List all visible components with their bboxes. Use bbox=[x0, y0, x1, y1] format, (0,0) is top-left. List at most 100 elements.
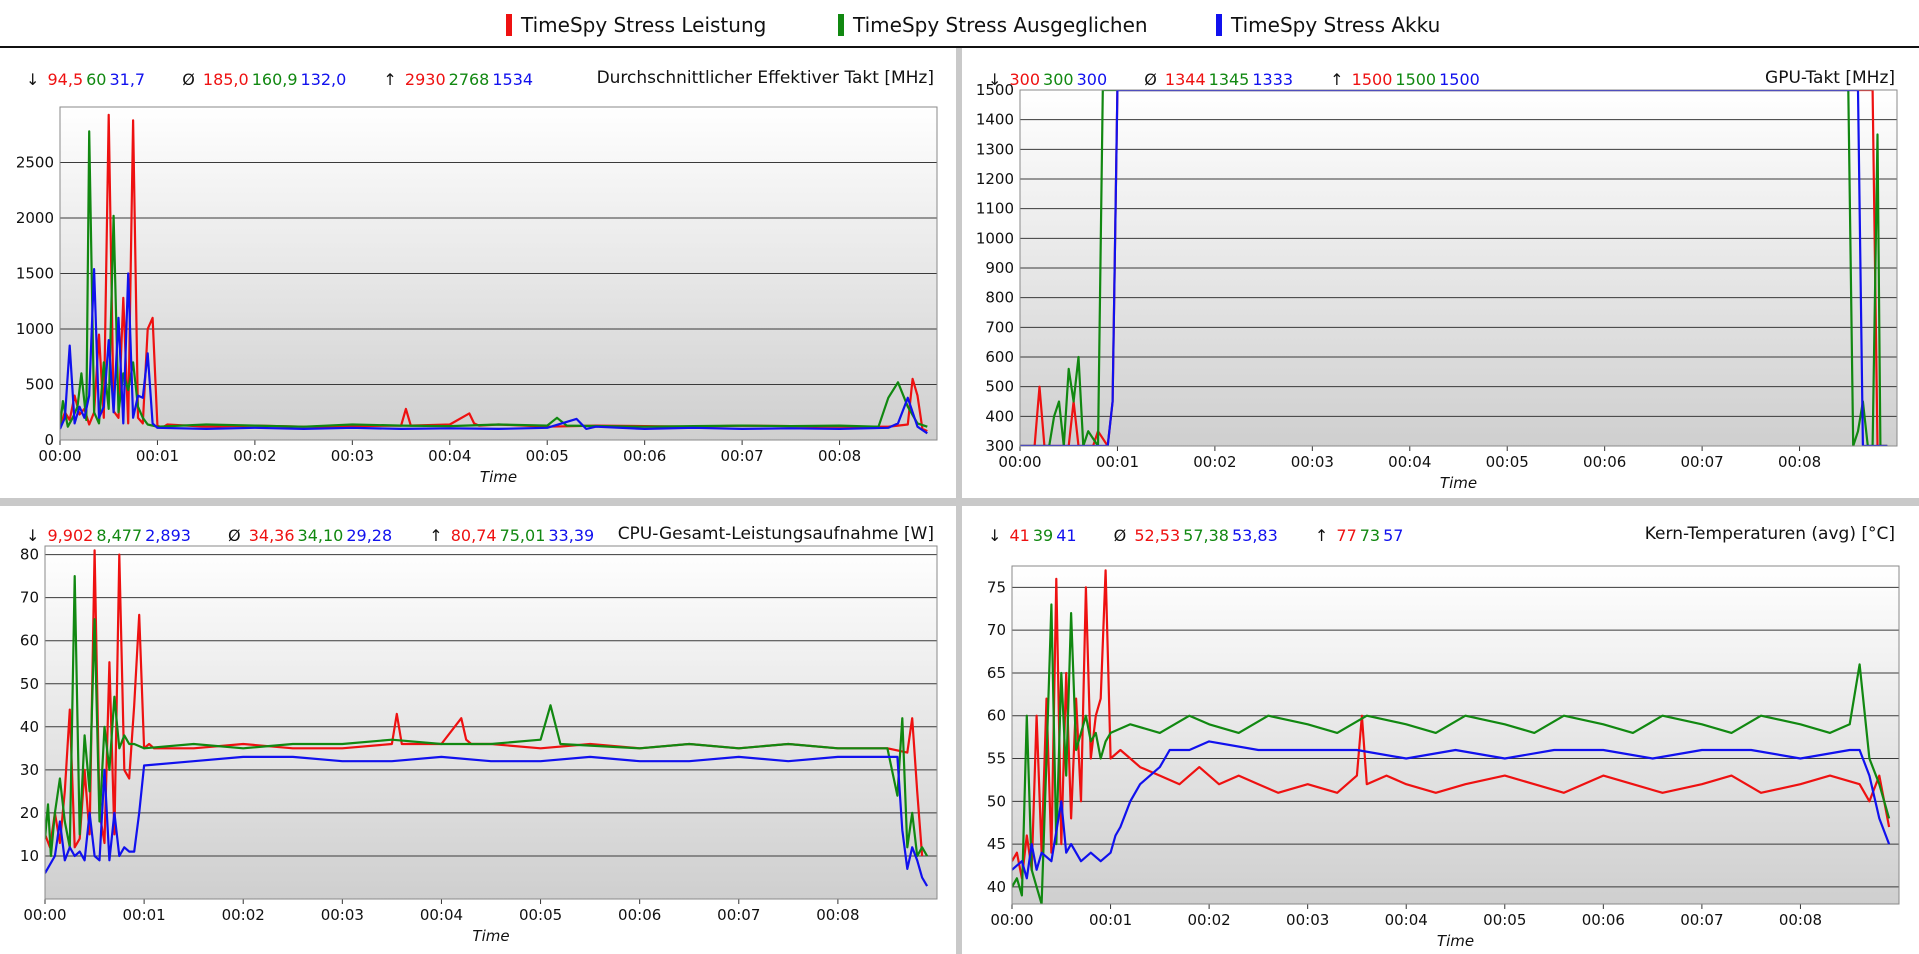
y-tick-label: 40 bbox=[20, 718, 39, 736]
max-symbol: ↑ bbox=[429, 526, 443, 545]
y-tick-label: 800 bbox=[985, 289, 1014, 307]
min-blue: 31,7 bbox=[109, 70, 146, 89]
max-red: 80,74 bbox=[450, 526, 497, 545]
min-green: 300 bbox=[1043, 70, 1074, 89]
x-tick-label: 00:03 bbox=[331, 447, 374, 465]
y-tick-label: 0 bbox=[44, 431, 54, 449]
avg-blue: 29,28 bbox=[346, 526, 393, 545]
legend-swatch-blue bbox=[1216, 14, 1222, 36]
y-tick-label: 1500 bbox=[976, 81, 1014, 99]
series-group bbox=[1012, 569, 1891, 904]
stats-row: ↓ 41 39 41 Ø 52,53 57,38 53,83 ↑ 77 73 57 bbox=[988, 526, 1409, 545]
y-tick-label: 300 bbox=[985, 437, 1014, 455]
max-symbol: ↑ bbox=[1314, 526, 1329, 545]
chart-title: Durchschnittlicher Effektiver Takt [MHz] bbox=[596, 68, 934, 88]
x-axis-label: Time bbox=[1437, 932, 1474, 950]
y-tick-label: 40 bbox=[987, 878, 1006, 896]
y-tick-label: 50 bbox=[20, 675, 39, 693]
x-tick-label: 00:05 bbox=[1483, 911, 1526, 929]
y-tick-label: 70 bbox=[20, 589, 39, 607]
x-tick-label: 00:02 bbox=[233, 447, 276, 465]
series-line-ausgeglichen bbox=[60, 130, 928, 428]
avg-symbol: Ø bbox=[1144, 70, 1157, 89]
y-tick-label: 2500 bbox=[16, 154, 54, 172]
avg-symbol: Ø bbox=[228, 526, 241, 545]
x-axis-label: Time bbox=[472, 927, 509, 945]
y-tick-label: 55 bbox=[987, 750, 1006, 768]
max-blue: 57 bbox=[1383, 526, 1404, 545]
y-tick-label: 400 bbox=[985, 407, 1014, 425]
x-tick-label: 00:06 bbox=[623, 447, 666, 465]
series-line-ausgeglichen bbox=[1020, 90, 1888, 446]
avg-symbol: Ø bbox=[1113, 526, 1127, 545]
y-tick-label: 1500 bbox=[16, 265, 54, 283]
legend-label: TimeSpy Stress Ausgeglichen bbox=[853, 13, 1148, 37]
legend-item-akku: TimeSpy Stress Akku bbox=[1216, 12, 1440, 38]
x-tick-label: 00:02 bbox=[1187, 911, 1230, 929]
chart-plot: 40 45 50 55 60 65 70 75 00:00 00:01 00:02 00:03 00:0… bbox=[987, 565, 1900, 950]
horizontal-separator bbox=[0, 498, 1919, 506]
min-symbol: ↓ bbox=[26, 526, 40, 545]
max-symbol: ↑ bbox=[1330, 70, 1344, 89]
y-tick-label: 2000 bbox=[16, 209, 54, 227]
x-tick-label: 00:02 bbox=[1193, 453, 1236, 471]
max-green: 2768 bbox=[448, 70, 490, 89]
x-tick-label: 00:02 bbox=[222, 906, 265, 924]
x-tick-label: 00:00 bbox=[23, 906, 66, 924]
avg-blue: 53,83 bbox=[1231, 526, 1278, 545]
avg-green: 34,10 bbox=[297, 526, 344, 545]
x-tick-label: 00:03 bbox=[321, 906, 364, 924]
chart-title: Kern-Temperaturen (avg) [°C] bbox=[1644, 524, 1895, 544]
y-tick-label: 10 bbox=[20, 847, 39, 865]
y-tick-label: 60 bbox=[987, 707, 1006, 725]
max-green: 73 bbox=[1359, 526, 1381, 545]
avg-green: 1345 bbox=[1208, 70, 1250, 89]
x-tick-label: 00:05 bbox=[1486, 453, 1529, 471]
x-tick-label: 00:00 bbox=[38, 447, 81, 465]
plot-border bbox=[44, 545, 938, 900]
x-tick-label: 00:05 bbox=[526, 447, 569, 465]
series-line-ausgeglichen bbox=[1012, 603, 1891, 904]
max-blue: 1500 bbox=[1439, 70, 1480, 89]
x-tick-label: 00:03 bbox=[1291, 453, 1334, 471]
series-line-akku bbox=[1012, 740, 1891, 880]
x-tick-label: 00:08 bbox=[818, 447, 861, 465]
max-symbol: ↑ bbox=[383, 70, 397, 89]
min-blue: 300 bbox=[1076, 70, 1108, 89]
plot-border bbox=[59, 106, 938, 441]
y-tick-label: 1200 bbox=[976, 170, 1014, 188]
series-group bbox=[60, 113, 928, 435]
min-red: 94,5 bbox=[47, 70, 84, 89]
legend-swatch-green bbox=[838, 14, 844, 36]
stats-row: ↓ 9,902 8,477 2,893 Ø 34,36 34,10 29,28 ↑ 80… bbox=[26, 526, 600, 545]
chart-plot: 300 400 500 600 700 800 900 1000 1100 1200 1300 140… bbox=[976, 81, 1898, 492]
legend-swatch-red bbox=[506, 14, 512, 36]
chart-title: GPU-Takt [MHz] bbox=[1765, 68, 1895, 88]
y-tick-label: 65 bbox=[987, 664, 1006, 682]
max-green: 1500 bbox=[1395, 70, 1437, 89]
min-symbol: ↓ bbox=[26, 70, 40, 89]
y-tick-label: 20 bbox=[20, 804, 39, 822]
series-line-akku bbox=[45, 755, 929, 887]
min-green: 60 bbox=[86, 70, 107, 89]
y-tick-label: 1400 bbox=[976, 111, 1014, 129]
avg-symbol: Ø bbox=[182, 70, 195, 89]
y-tick-label: 30 bbox=[20, 761, 39, 779]
legend-item-leistung: TimeSpy Stress Leistung bbox=[506, 12, 766, 38]
plot-border bbox=[1011, 565, 1900, 905]
y-tick-label: 900 bbox=[985, 259, 1014, 277]
avg-red: 1344 bbox=[1164, 70, 1206, 89]
chart-panel-kern-temperaturen: ↓ 41 39 41 Ø 52,53 57,38 53,83 ↑ 77 73 57 Kern… bbox=[962, 506, 1919, 954]
y-tick-label: 600 bbox=[985, 348, 1014, 366]
x-tick-label: 00:06 bbox=[1583, 453, 1626, 471]
legend-label: TimeSpy Stress Leistung bbox=[521, 13, 767, 37]
min-blue: 41 bbox=[1056, 526, 1077, 545]
plot-background bbox=[1012, 566, 1899, 904]
y-tick-label: 50 bbox=[987, 792, 1006, 810]
series-line-leistung bbox=[1012, 569, 1891, 880]
x-tick-label: 00:04 bbox=[1388, 453, 1431, 471]
avg-red: 34,36 bbox=[248, 526, 295, 545]
y-tick-label: 70 bbox=[987, 621, 1006, 639]
x-tick-label: 00:08 bbox=[816, 906, 859, 924]
max-red: 1500 bbox=[1351, 70, 1393, 89]
